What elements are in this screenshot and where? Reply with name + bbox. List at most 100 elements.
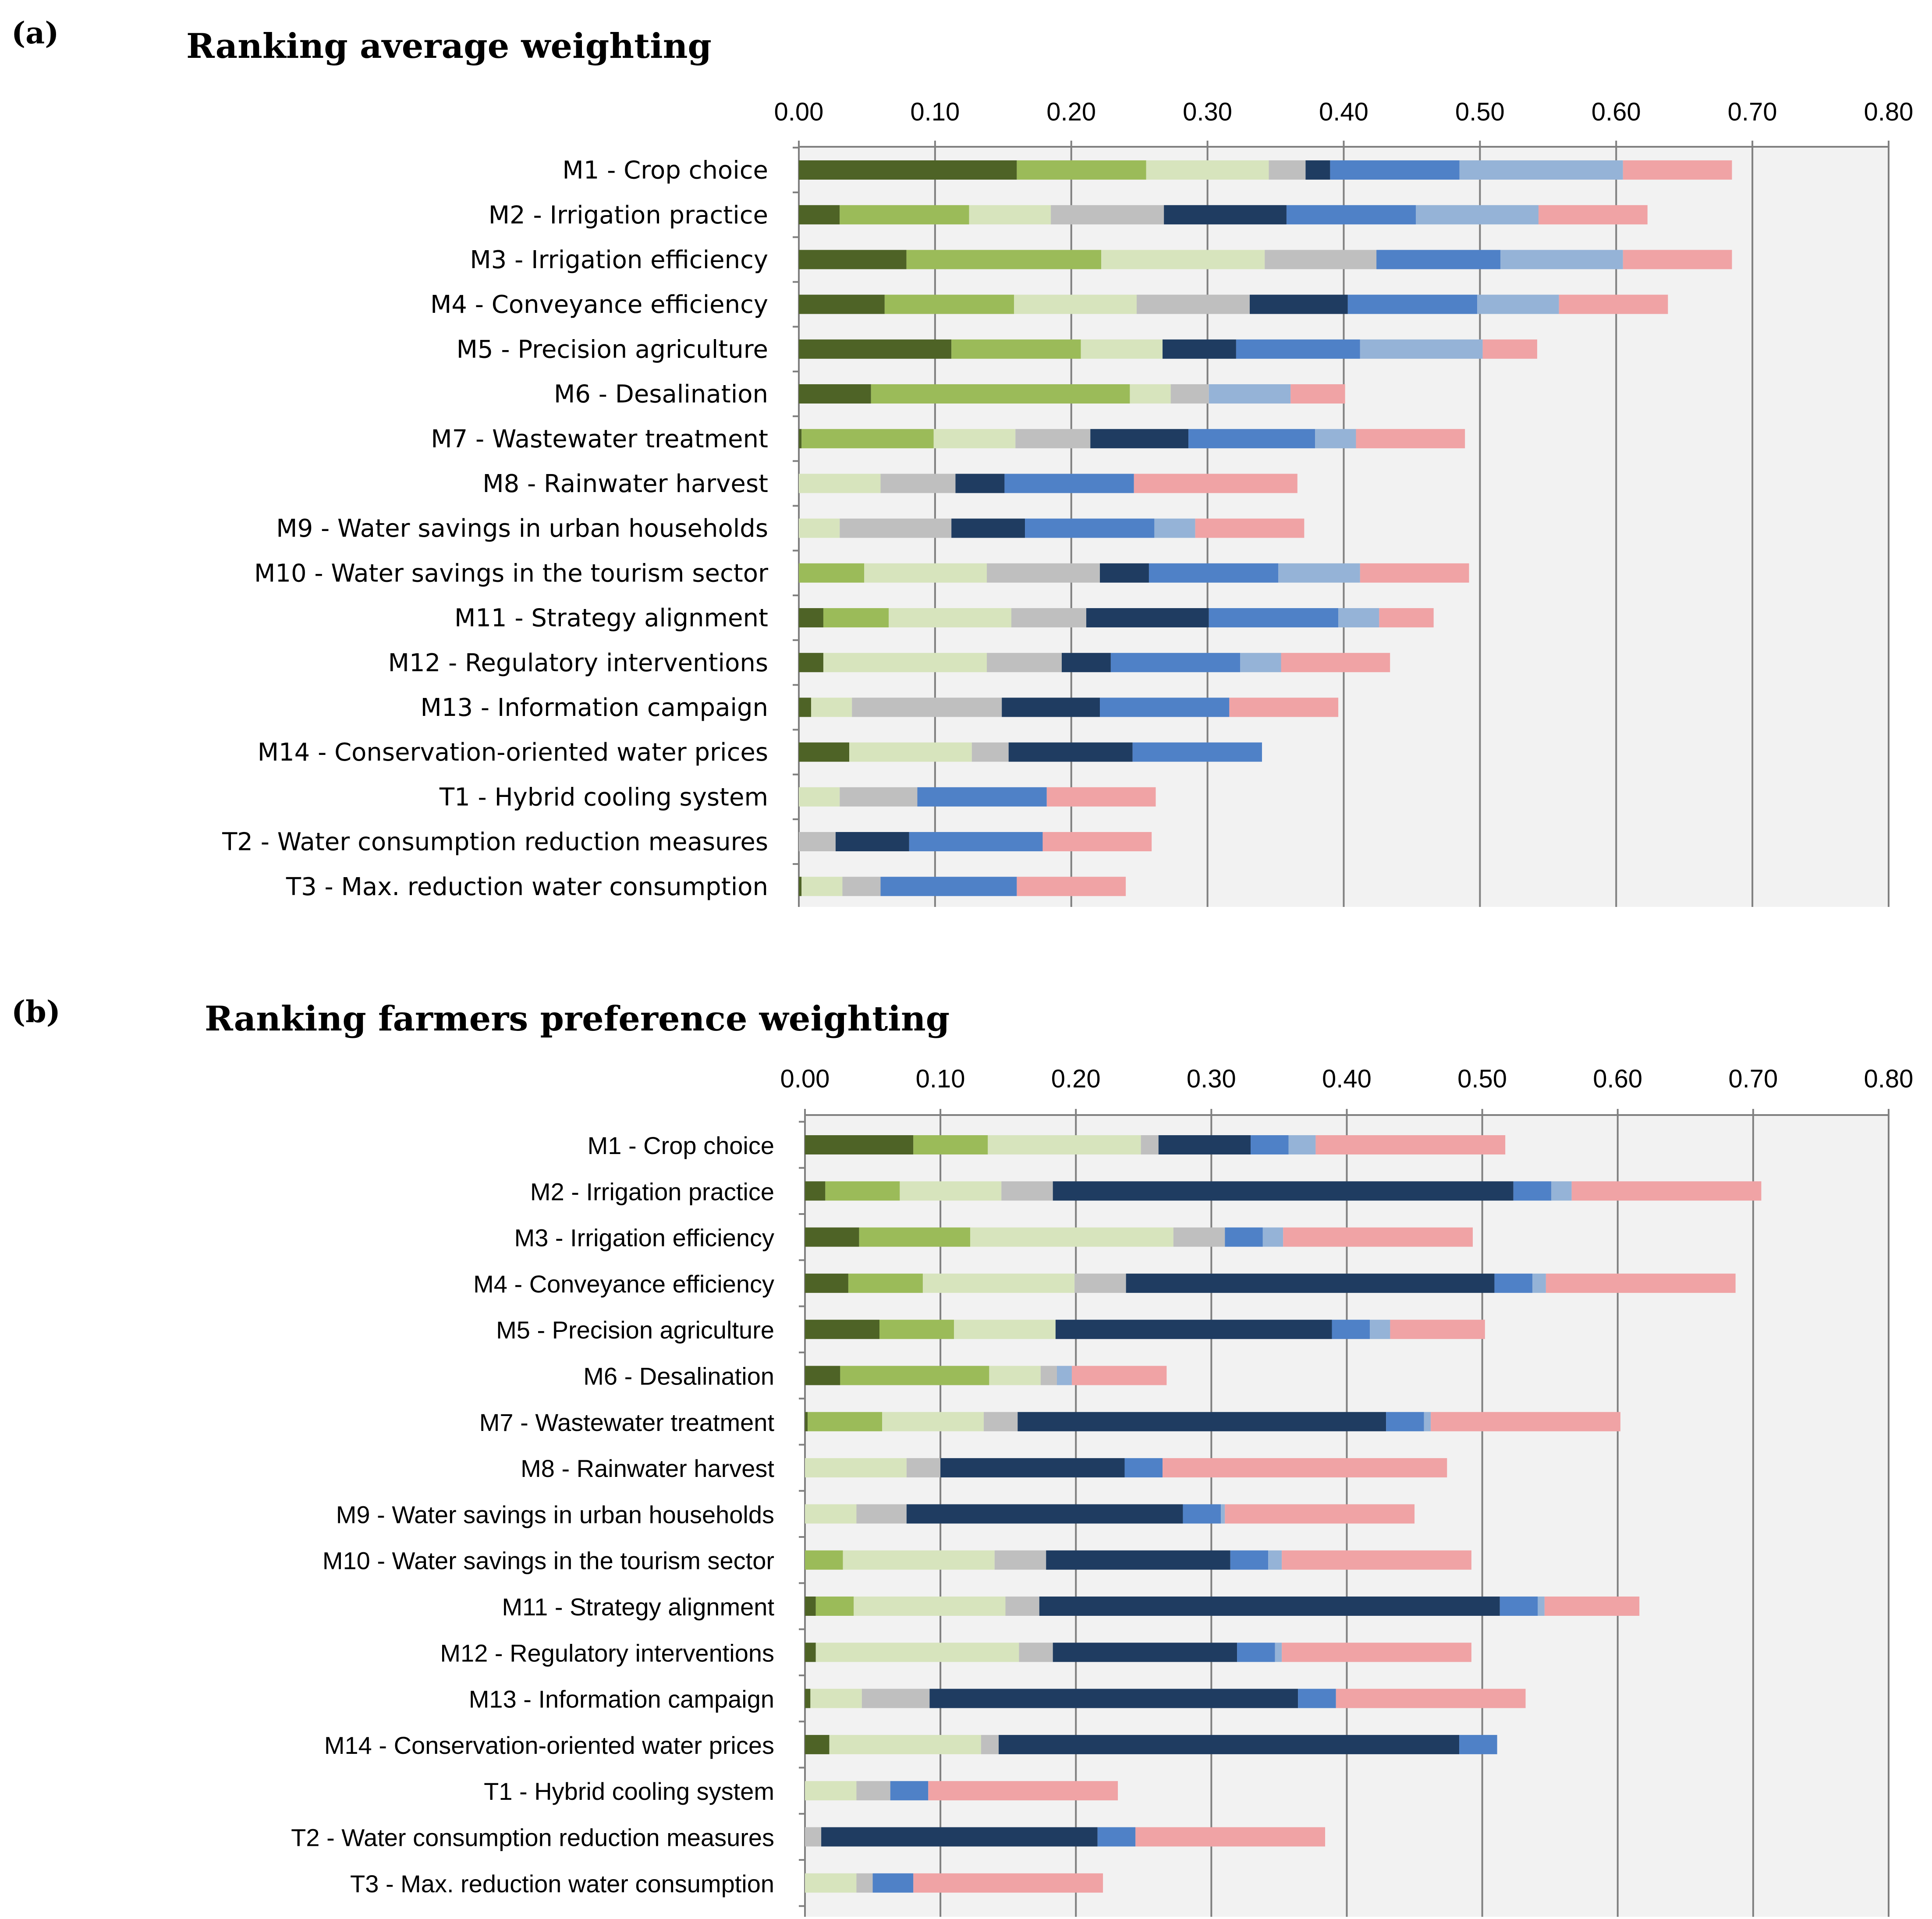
bar-segment xyxy=(1268,1550,1282,1570)
category-label: M2 - Irrigation practice xyxy=(530,1178,774,1205)
bar-segment xyxy=(913,1873,1103,1893)
bar-segment xyxy=(1278,563,1360,583)
bar-segment xyxy=(799,160,1017,180)
bar-segment xyxy=(1170,384,1209,404)
bar-segment xyxy=(1477,294,1559,314)
bar-segment xyxy=(1251,1135,1289,1154)
bar-segment xyxy=(1053,1643,1237,1662)
x-tick-label: 0.40 xyxy=(1319,98,1368,126)
bar-segment xyxy=(1500,250,1623,269)
category-label: M1 - Crop choice xyxy=(588,1132,774,1159)
chart-a: 0.00 0.10 0.20 0.30 0.40 0.50 0.60 0.70 0.80 M1 -… xyxy=(222,98,1914,907)
bar-segment xyxy=(1459,160,1623,180)
bar-segment xyxy=(1225,1504,1415,1524)
bar-segment xyxy=(988,1135,1141,1154)
bar-segment xyxy=(1424,1412,1431,1431)
bar-segment xyxy=(922,1273,1075,1293)
bar-segment xyxy=(1551,1181,1572,1201)
bar-segment xyxy=(1124,1458,1163,1478)
bar-segment xyxy=(805,1643,816,1662)
bar-segment xyxy=(955,474,1005,493)
bar-segment xyxy=(1538,1597,1545,1616)
bar-segment xyxy=(799,205,840,225)
bar-segment xyxy=(799,832,836,851)
category-label: M8 - Rainwater harvest xyxy=(521,1455,774,1482)
bar-segment xyxy=(799,742,850,762)
bar-segment xyxy=(1004,474,1134,493)
category-label: M14 - Conservation-oriented water prices xyxy=(258,738,768,767)
category-label: M10 - Water savings in the tourism secto… xyxy=(254,559,769,588)
bar-segment xyxy=(1074,1273,1126,1293)
x-tick-label: 0.60 xyxy=(1593,1065,1642,1093)
bar-segment xyxy=(1134,474,1297,493)
bar-segment xyxy=(1338,608,1379,627)
bar-segment xyxy=(1158,1135,1251,1154)
bar-segment xyxy=(1330,160,1460,180)
bar-segment xyxy=(1055,1320,1332,1339)
x-tick-label: 0.70 xyxy=(1728,98,1777,126)
bar-segment xyxy=(1356,429,1465,449)
category-label: M6 - Desalination xyxy=(583,1363,774,1390)
bar-segment xyxy=(1136,294,1250,314)
category-label: M11 - Strategy alignment xyxy=(454,604,768,633)
bar-segment xyxy=(1249,294,1348,314)
bar-segment xyxy=(799,474,881,493)
bar-segment xyxy=(840,518,952,538)
bar-segment xyxy=(984,1412,1018,1431)
bar-segment xyxy=(810,1689,862,1708)
x-tick-label: 0.00 xyxy=(774,98,824,126)
bar-segment xyxy=(799,787,840,807)
bar-segment xyxy=(882,1412,984,1431)
x-tick-label: 0.80 xyxy=(1864,98,1914,126)
bar-segment xyxy=(906,250,1102,269)
bar-segment xyxy=(799,339,952,359)
bar-segment xyxy=(805,1273,848,1293)
bar-segment xyxy=(1459,1735,1497,1754)
bar-segment xyxy=(854,1597,1006,1616)
bar-segment xyxy=(1019,1643,1053,1662)
bar-segment xyxy=(1014,294,1137,314)
bar-segment xyxy=(1149,563,1279,583)
bar-segment xyxy=(805,1550,843,1570)
category-label: M12 - Regulatory interventions xyxy=(440,1639,774,1667)
bar-segment xyxy=(856,1873,873,1893)
bar-segment xyxy=(1017,877,1126,896)
panel-a-letter: (a) xyxy=(11,16,59,51)
bar-segment xyxy=(879,1320,954,1339)
bar-segment xyxy=(940,1458,1125,1478)
category-label: M3 - Irrigation efficiency xyxy=(470,246,768,274)
category-label: M14 - Conservation-oriented water prices xyxy=(324,1731,774,1759)
bar-segment xyxy=(815,1597,854,1616)
bar-segment xyxy=(1416,205,1539,225)
bar-segment xyxy=(906,1458,941,1478)
bar-segment xyxy=(1040,1366,1057,1385)
bar-segment xyxy=(1298,1689,1336,1708)
bar-segment xyxy=(861,1689,930,1708)
bar-segment xyxy=(929,1689,1298,1708)
x-tick-label: 0.50 xyxy=(1457,1065,1507,1093)
bar-segment xyxy=(928,1781,1118,1801)
bar-segment xyxy=(1376,250,1501,269)
bar-segment xyxy=(1332,1320,1370,1339)
bar-segment xyxy=(1275,1643,1282,1662)
bar-segment xyxy=(1209,384,1291,404)
bar-segment xyxy=(1225,1227,1263,1247)
bar-segment xyxy=(1283,1227,1473,1247)
bar-segment xyxy=(1370,1320,1390,1339)
bar-segment xyxy=(864,563,987,583)
x-tick-label: 0.30 xyxy=(1183,98,1232,126)
bar-segment xyxy=(843,1550,995,1570)
bar-segment xyxy=(805,1320,880,1339)
bar-segment xyxy=(799,608,823,627)
bar-segment xyxy=(1025,518,1155,538)
bar-segment xyxy=(801,429,934,449)
bar-segment xyxy=(811,697,852,717)
bar-segment xyxy=(1513,1181,1552,1201)
category-label: T2 - Water consumption reduction measure… xyxy=(291,1824,774,1852)
bar-segment xyxy=(823,608,889,627)
bar-segment xyxy=(970,1227,1173,1247)
category-label: M9 - Water savings in urban households xyxy=(336,1501,774,1528)
bar-segment xyxy=(880,877,1017,896)
category-label: M2 - Irrigation practice xyxy=(489,201,768,230)
bar-segment xyxy=(1046,787,1156,807)
